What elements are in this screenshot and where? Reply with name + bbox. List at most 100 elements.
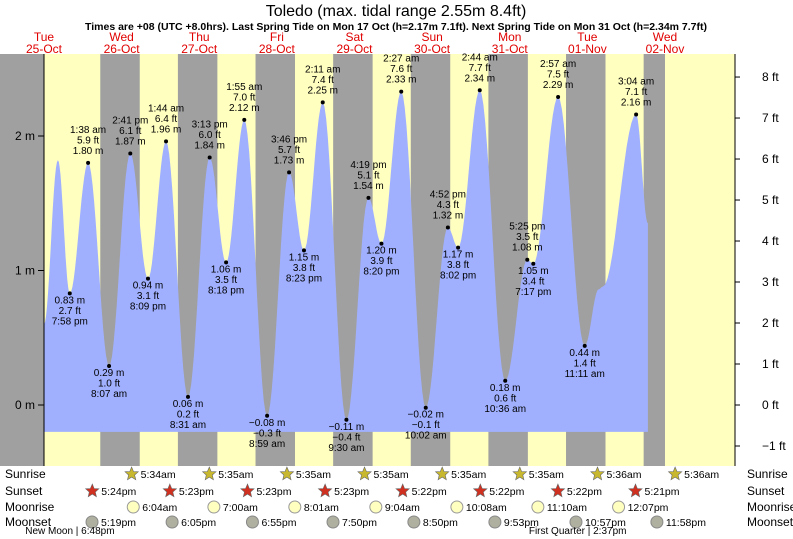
tide-label: 2:41 pm [112,115,148,126]
tide-label: 0.18 m [490,383,521,394]
tide-label: 9:30 am [328,443,364,454]
tide-label: 1.54 m [353,181,384,192]
tide-label: 3:04 am [618,76,654,87]
tide-label: 1.15 m [289,252,320,263]
tide-label: −0.11 m [329,422,365,433]
left-tick-label: 1 m [15,264,35,278]
sunset-time: 5:24pm [101,486,136,498]
day-date: 02-Nov [646,42,685,56]
tide-point [634,112,639,117]
tide-label: 2.33 m [386,75,417,86]
moon-phase-label: New Moon | 6:48pm [25,526,114,537]
tide-point [379,241,384,246]
sunrise-icon [279,466,295,481]
right-tick-label: 0 ft [762,398,779,412]
tide-label: 1.17 m [443,250,474,261]
tide-label: 3.1 ft [137,291,159,302]
tide-label: 6.1 ft [119,126,141,137]
left-tick-label: 0 m [15,398,35,412]
tide-label: 3.8 ft [293,263,315,274]
tide-label: 7.4 ft [312,75,334,86]
sunrise-icon [124,466,140,481]
tide-label: 3:13 pm [192,120,228,131]
right-tick-label: 8 ft [762,70,779,84]
tide-label: 7.0 ft [233,92,255,103]
tide-label: 3.5 ft [215,275,237,286]
moonrise-icon [288,500,302,514]
moonrise-time: 6:04am [142,502,177,514]
right-tick-label: 5 ft [762,193,779,207]
tide-point [423,405,428,410]
tide-label: 4.3 ft [437,200,459,211]
tide-label: 8:31 am [170,420,206,431]
tide-label: 7.1 ft [625,87,647,98]
moonset-time: 11:58pm [666,517,706,529]
right-tick-label: −1 ft [762,439,786,453]
night-band [0,54,44,466]
sunrise-icon [434,466,450,481]
tide-label: 5:25 pm [509,222,545,233]
sunrise-time: 5:35am [296,469,331,481]
tide-label: 1.80 m [73,146,104,157]
tide-label: −0.4 ft [332,432,360,443]
day-of-week: Mon [498,30,521,44]
moonset-time: 6:05pm [181,517,216,529]
tide-label: 8:18 pm [208,285,244,296]
row-label-left: Moonset [5,515,52,529]
sunset-icon [628,483,643,498]
chart-subtitle: Times are +08 (UTC +8.0hrs). Last Spring… [85,21,707,33]
moonset-icon [165,515,179,529]
tide-labels: 0.83 m2.7 ft7:58 pm 1:38 am5.9 ft1.80 m 0.… [52,52,654,454]
tide-label: −0.1 ft [412,420,440,431]
tide-point [185,394,190,399]
tide-label: 2:11 am [305,64,340,75]
tide-label: 3:46 pm [271,134,307,145]
tide-label: −0.08 m [249,418,285,429]
sunrise-icon [667,466,683,481]
moonrise-time: 12:07pm [628,502,669,514]
moonset-icon [245,515,259,529]
moonset-icon [85,515,99,529]
sunrise-icon [512,466,528,481]
moonset-icon [650,515,664,529]
tide-label: 7.6 ft [390,64,412,75]
day-of-week: Fri [270,30,284,44]
sunrise-time: 5:35am [218,469,253,481]
axes: 0 m 1 m 2 m −1 ft 0 ft 1 ft 2 ft 3 ft 4 ft 5 ft 6 … [15,54,786,466]
day-of-week: Wed [653,30,677,44]
tide-point [287,170,292,175]
sunset-icon [240,483,255,498]
moonrise-icon [207,500,221,514]
tide-label: 1.32 m [433,210,464,221]
tide-label: 2.34 m [464,73,495,84]
sunrise-time: 5:34am [141,469,176,481]
right-tick-label: 2 ft [762,316,779,330]
tide-point [582,343,587,348]
date-headers: Tue25-OctWed26-OctThu27-OctFri28-OctSat2… [26,30,684,56]
day-date: 30-Oct [414,42,451,56]
moonset-icon [407,515,421,529]
tide-point [525,257,530,262]
sunrise-icon [201,466,217,481]
tide-label: 8:02 pm [440,271,476,282]
tide-label: 1:55 am [226,82,262,93]
moonrise-time: 10:08am [466,502,507,514]
row-label-right: Sunrise [747,467,788,481]
moonrise-time: 11:10am [547,502,587,514]
day-date: 25-Oct [26,42,63,56]
day-of-week: Thu [189,30,210,44]
moonset-time: 6:55pm [261,517,296,529]
tide-label: 1.4 ft [574,358,596,369]
row-label-left: Sunrise [5,467,46,481]
sunrise-time: 5:35am [374,469,409,481]
moonrise-time: 7:00am [223,502,258,514]
tide-point [86,160,91,165]
moonset-time: 7:50pm [342,517,377,529]
sunset-icon [84,483,100,498]
sunrise-icon [590,466,605,481]
sunset-time: 5:22pm [567,486,602,498]
tide-label: 8:20 pm [363,267,399,278]
tide-label: 10:36 am [484,404,526,415]
tide-point [445,225,450,230]
